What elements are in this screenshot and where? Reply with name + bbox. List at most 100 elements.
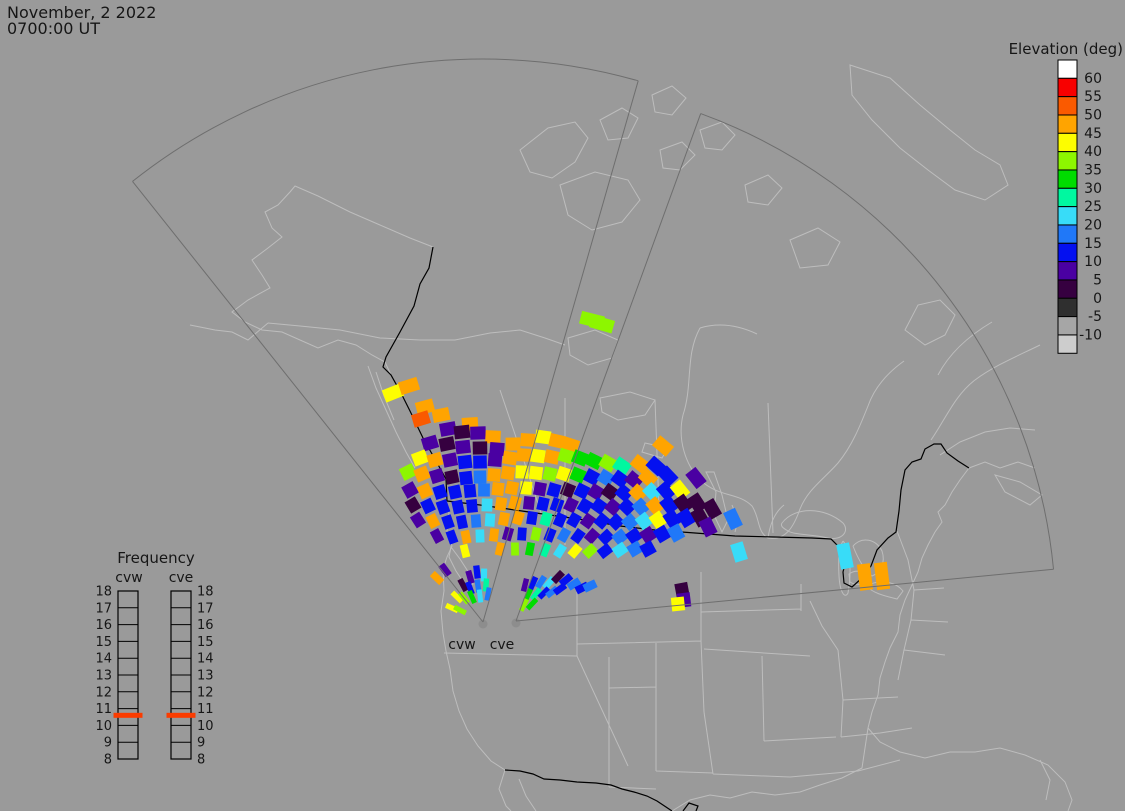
radar-cell [530,448,546,464]
radar-cell [404,496,422,514]
radar-cell [645,496,665,516]
elevation-legend-swatch [1057,297,1078,318]
elevation-tick-label: -5 [1088,309,1102,325]
radar-cell [607,513,625,531]
elevation-legend-swatch [1057,224,1078,244]
map-gulf-coast [671,727,1073,811]
radar-cell [557,447,575,465]
time-label: 0700:00 UT [7,19,100,38]
frequency-marker [166,712,196,718]
frequency-tick-label: 16 [197,618,214,633]
radar-cell [438,562,452,578]
map-alaska-coast [231,185,434,376]
elevation-legend-swatch [1057,59,1078,79]
radar-cell [651,435,675,457]
radar-cell [624,470,644,490]
frequency-tick-label: 14 [197,652,214,667]
radar-cell [676,507,696,529]
frequency-tick-label: 14 [95,652,112,667]
radar-cell [426,451,444,469]
radar-cell [429,570,445,586]
frequency-tick-label: 17 [95,601,112,616]
radar-cell [836,542,854,570]
radar-cell [478,483,490,497]
radar-cell [593,512,611,530]
radar-cell [629,453,651,475]
text-labels: November, 2 2022 0700:00 UT Elevation (d… [7,3,1123,653]
map-geography-light [189,64,1073,811]
radar-cell [685,466,707,490]
elevation-legend-swatch [1057,206,1078,226]
radar-cell [487,468,501,482]
radar-cell [516,448,532,462]
radar-cell [641,481,663,503]
radar-cell [559,481,577,499]
radar-cell [515,465,529,479]
radar-cell [511,542,519,556]
radar-cell [473,565,481,579]
radar-cell [476,589,484,603]
radar-cell [603,497,623,517]
radar-cell [410,449,430,467]
radar-cell [429,528,445,544]
radar-cell [573,482,591,500]
radar-cell [487,453,503,467]
radar-cell [639,540,657,558]
radar-cell [414,398,436,416]
radar-cell [494,496,508,512]
fan-edge [132,181,484,623]
radar-cell [472,441,488,455]
radar-cell [537,586,551,600]
radar-cell [587,483,605,501]
radar-cell [597,528,615,546]
map-arctic-islands [519,64,1009,269]
map-atlantic-canada [939,427,1043,506]
radar-cell [438,436,456,452]
radar-cell [432,483,448,501]
radar-cell [518,598,530,612]
radar-cell [431,406,451,424]
radar-cell [474,579,482,593]
radar-cell [698,516,718,538]
radar-cell [579,512,597,530]
radar-cell [517,527,527,541]
radar-cell [530,526,542,542]
frequency-legend-title: Frequency [117,549,195,567]
radar-cell [450,590,464,604]
elevation-tick-label: 35 [1084,162,1102,178]
radar-cell [600,482,620,502]
radar-cell [596,468,616,488]
radar-cell [497,511,511,527]
radar-cell [500,465,516,481]
radar-cell [397,376,421,396]
fan-edge [482,80,639,623]
radar-cell [567,543,583,559]
radar-cell [445,529,459,545]
radar-cell [410,410,432,428]
radar-cell [416,482,434,500]
radar-cell [538,542,552,558]
frequency-tick-label: 13 [95,669,112,684]
fan-edge [515,113,702,622]
radar-cell [484,513,496,527]
frequency-tick-label: 18 [95,585,112,600]
radar-cell [552,511,568,529]
radar-cell [534,429,552,445]
radar-cell [481,498,493,512]
radar-cell [596,542,614,560]
elevation-tick-label: 5 [1093,272,1102,288]
elevation-tick-label: 15 [1084,236,1102,252]
radar-cell [530,587,542,601]
radar-cell [470,426,486,440]
radar-cell [626,540,644,558]
radar-cell [523,588,533,602]
elevation-legend-title: Elevation (deg) [1009,40,1123,58]
elevation-tick-label: 30 [1084,181,1102,197]
fan-edge [515,568,1054,622]
radar-cell [454,439,472,455]
radar-cell [563,496,579,514]
radar-cell [527,575,539,591]
frequency-column-cve-label: cve [169,570,194,586]
frequency-tick-label: 9 [104,736,112,751]
